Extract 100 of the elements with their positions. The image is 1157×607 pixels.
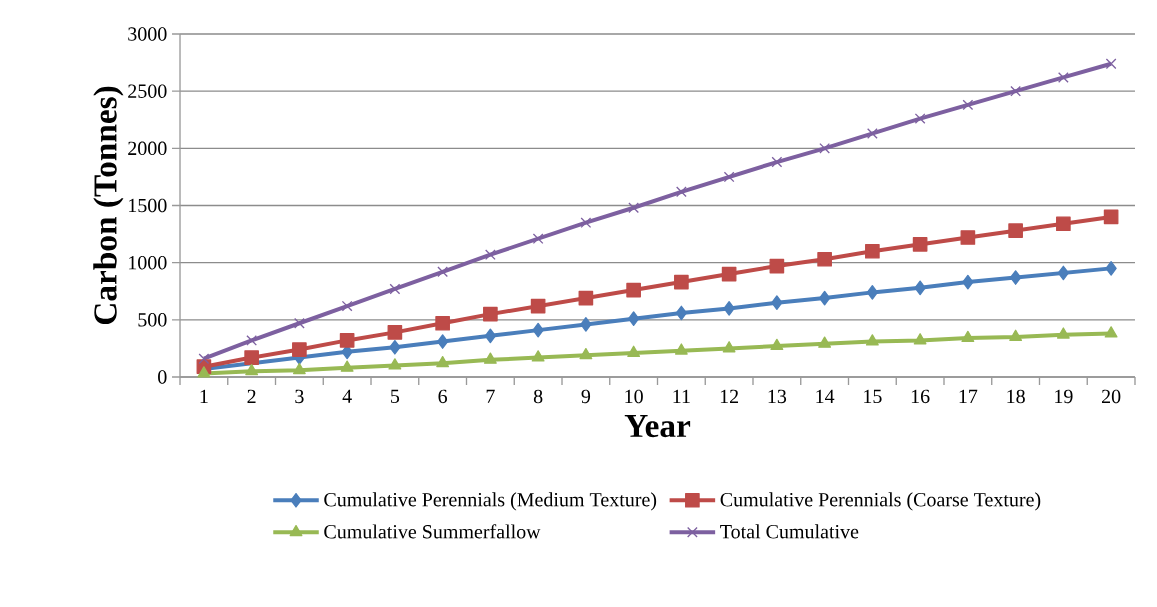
point [1105,261,1117,276]
x-tick-label: 11 [673,389,690,403]
point [912,237,928,252]
y-axis-title: Carbon (Tonnes) [93,86,124,325]
point [674,343,688,355]
point [675,186,687,198]
point [721,266,737,282]
point [1056,327,1070,339]
point [483,306,498,322]
point [1009,270,1022,285]
point [340,360,354,372]
point [771,156,783,168]
x-axis-title: Year [624,415,691,438]
legend-label: Total Cumulative [720,524,859,539]
point [914,280,926,296]
x-tick-label: 7 [486,389,495,403]
point [914,113,926,124]
x-tick-label: 9 [581,389,591,404]
point [531,350,545,362]
x-tick-label: 12 [720,389,739,403]
x-tick-label: 6 [438,389,448,404]
point [1105,58,1117,70]
x-tick-label: 8 [533,389,543,404]
point [436,334,449,349]
point [389,283,401,295]
x-tick-label: 3 [295,389,304,404]
y-tick-label: 0 [158,370,167,384]
legend-label: Cumulative Summerfallow [324,524,541,539]
point [769,258,785,274]
point [580,317,592,332]
point [294,317,305,329]
point [819,142,831,154]
point [435,315,450,331]
point [865,243,880,259]
point [771,295,783,311]
point [818,336,832,348]
x-tick-label: 17 [959,389,978,403]
point [770,338,784,351]
x-tick-label: 2 [247,389,256,403]
point [865,334,879,346]
point [1010,85,1022,97]
point [866,128,878,139]
point [244,350,259,365]
point [962,274,974,290]
point [1104,326,1118,338]
x-tick-label: 19 [1055,389,1073,404]
point [580,217,592,229]
y-tick-label: 1500 [129,198,167,213]
x-tick-label: 5 [391,389,400,403]
point [579,347,593,360]
x-tick-label: 16 [911,389,930,404]
point [962,99,974,111]
point [627,311,640,327]
point [1009,329,1023,341]
point [387,325,403,340]
point [723,301,735,316]
point [1057,265,1070,281]
x-tick-label: 14 [816,389,835,403]
point [437,266,449,278]
point [817,251,832,267]
y-tick-label: 1000 [129,255,167,270]
point [961,330,975,343]
x-tick-label: 18 [1007,389,1025,404]
x-tick-label: 1 [200,389,208,403]
point [245,363,259,376]
x-tick-label: 4 [342,389,352,403]
x-tick-label: 10 [625,389,643,404]
point [484,249,496,261]
point [627,345,641,357]
legend-label: Cumulative Perennials (Medium Texture) [324,492,657,511]
point [960,230,976,245]
point [578,290,594,306]
legend-label: Cumulative Perennials (Coarse Texture) [720,492,1041,511]
point [530,298,546,314]
point [197,366,211,378]
point [1008,223,1023,238]
x-tick-label: 13 [768,389,787,404]
x-tick-label: 20 [1102,389,1121,404]
point [292,362,306,375]
point [722,341,736,353]
point [818,290,831,306]
point [339,333,355,348]
point [626,282,641,298]
point [1057,72,1069,83]
point [483,352,497,364]
point [913,333,927,345]
point [628,202,640,214]
point [389,339,401,355]
point [532,233,544,245]
point [198,353,210,365]
point [246,335,258,346]
point [723,171,735,183]
point [341,300,353,312]
point [532,322,544,338]
y-tick-label: 2500 [128,84,167,98]
point [866,285,879,300]
point [674,274,689,290]
y-tick-label: 3000 [128,27,167,41]
point [436,355,450,368]
y-tick-label: 2000 [128,141,167,156]
